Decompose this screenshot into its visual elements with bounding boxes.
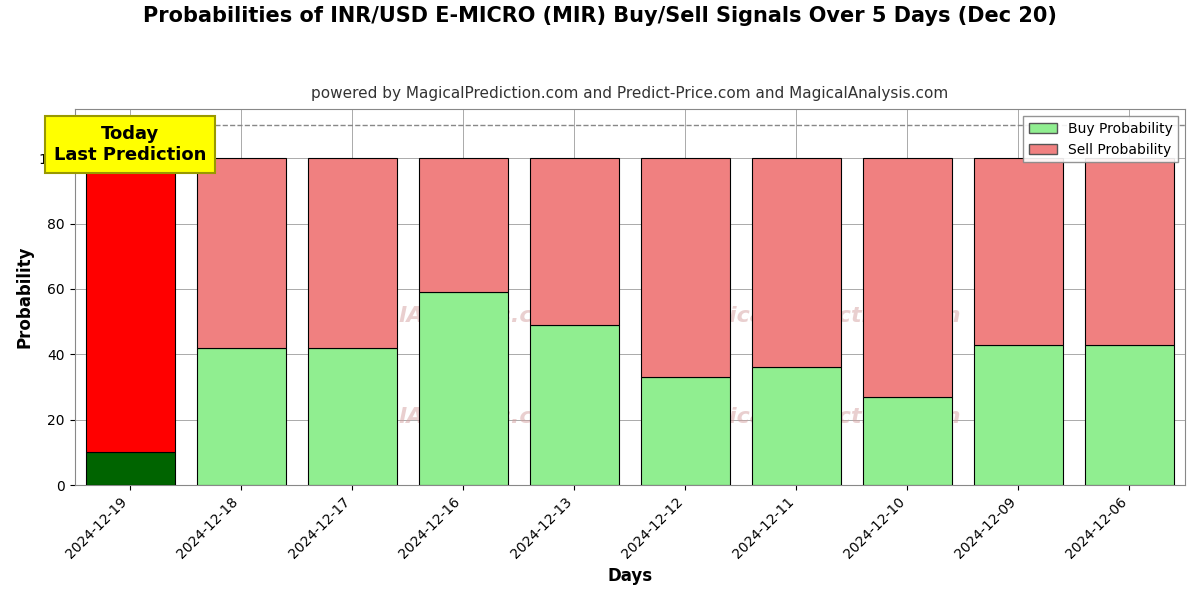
Bar <box>641 158 730 377</box>
Bar <box>419 158 508 292</box>
Bar <box>863 397 952 485</box>
Bar <box>197 158 286 348</box>
Text: Probabilities of INR/USD E-MICRO (MIR) Buy/Sell Signals Over 5 Days (Dec 20): Probabilities of INR/USD E-MICRO (MIR) B… <box>143 6 1057 26</box>
Bar <box>530 325 619 485</box>
Bar <box>752 158 841 367</box>
Bar <box>530 158 619 325</box>
Bar <box>641 377 730 485</box>
Bar <box>863 158 952 397</box>
Y-axis label: Probability: Probability <box>16 246 34 349</box>
Bar <box>308 158 397 348</box>
Bar <box>1085 158 1174 344</box>
Text: Today
Last Prediction: Today Last Prediction <box>54 125 206 164</box>
Text: MagicalAnalysis.com: MagicalAnalysis.com <box>311 407 571 427</box>
Bar <box>974 158 1063 344</box>
Text: MagicalPrediction.com: MagicalPrediction.com <box>677 407 961 427</box>
X-axis label: Days: Days <box>607 567 653 585</box>
Bar <box>419 292 508 485</box>
Title: powered by MagicalPrediction.com and Predict-Price.com and MagicalAnalysis.com: powered by MagicalPrediction.com and Pre… <box>311 86 948 101</box>
Bar <box>197 348 286 485</box>
Bar <box>308 348 397 485</box>
Text: MagicalAnalysis.com: MagicalAnalysis.com <box>311 306 571 326</box>
Bar <box>974 344 1063 485</box>
Bar <box>1085 344 1174 485</box>
Bar <box>85 452 174 485</box>
Bar <box>752 367 841 485</box>
Legend: Buy Probability, Sell Probability: Buy Probability, Sell Probability <box>1024 116 1178 162</box>
Text: MagicalPrediction.com: MagicalPrediction.com <box>677 306 961 326</box>
Bar <box>85 158 174 452</box>
